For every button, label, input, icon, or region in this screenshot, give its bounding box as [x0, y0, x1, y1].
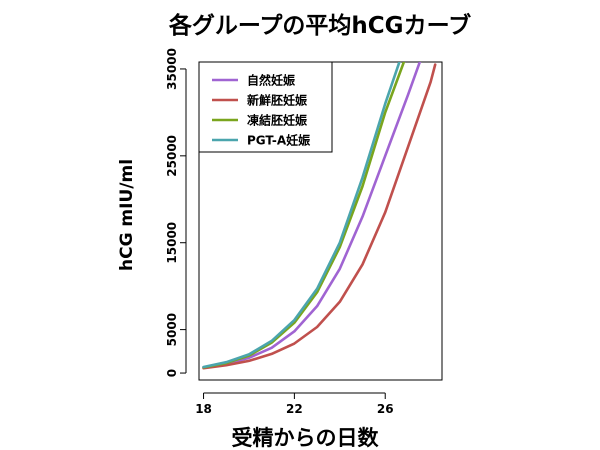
series-line-2	[202, 63, 437, 370]
legend-label: 凍結胚妊娠	[247, 113, 308, 128]
x-axis-label: 受精からの日数	[232, 426, 380, 450]
y-tick-label: 15000	[165, 222, 179, 264]
y-tick-label: 0	[165, 369, 179, 377]
y-tick-label: 25000	[165, 135, 179, 177]
series-layer	[202, 62, 437, 370]
legend-box	[198, 61, 333, 153]
axes: 18 22 26 0 5000 15000 25000 35000	[165, 48, 394, 416]
series-line-1	[202, 62, 422, 369]
x-tick-label: 22	[286, 402, 303, 416]
y-tick-label: 35000	[165, 48, 179, 90]
chart-title: 各グループの平均hCGカーブ	[168, 12, 471, 39]
series-line-4	[202, 62, 401, 369]
legend-label: 新鮮胚妊娠	[247, 93, 308, 108]
legend-label: 自然妊娠	[247, 73, 296, 88]
legend-label: PGT-A妊娠	[247, 133, 311, 148]
x-tick-label: 18	[195, 402, 212, 416]
x-tick-label: 26	[377, 402, 394, 416]
y-tick-label: 5000	[165, 313, 179, 346]
y-axis-label: hCG mIU/ml	[117, 159, 137, 271]
